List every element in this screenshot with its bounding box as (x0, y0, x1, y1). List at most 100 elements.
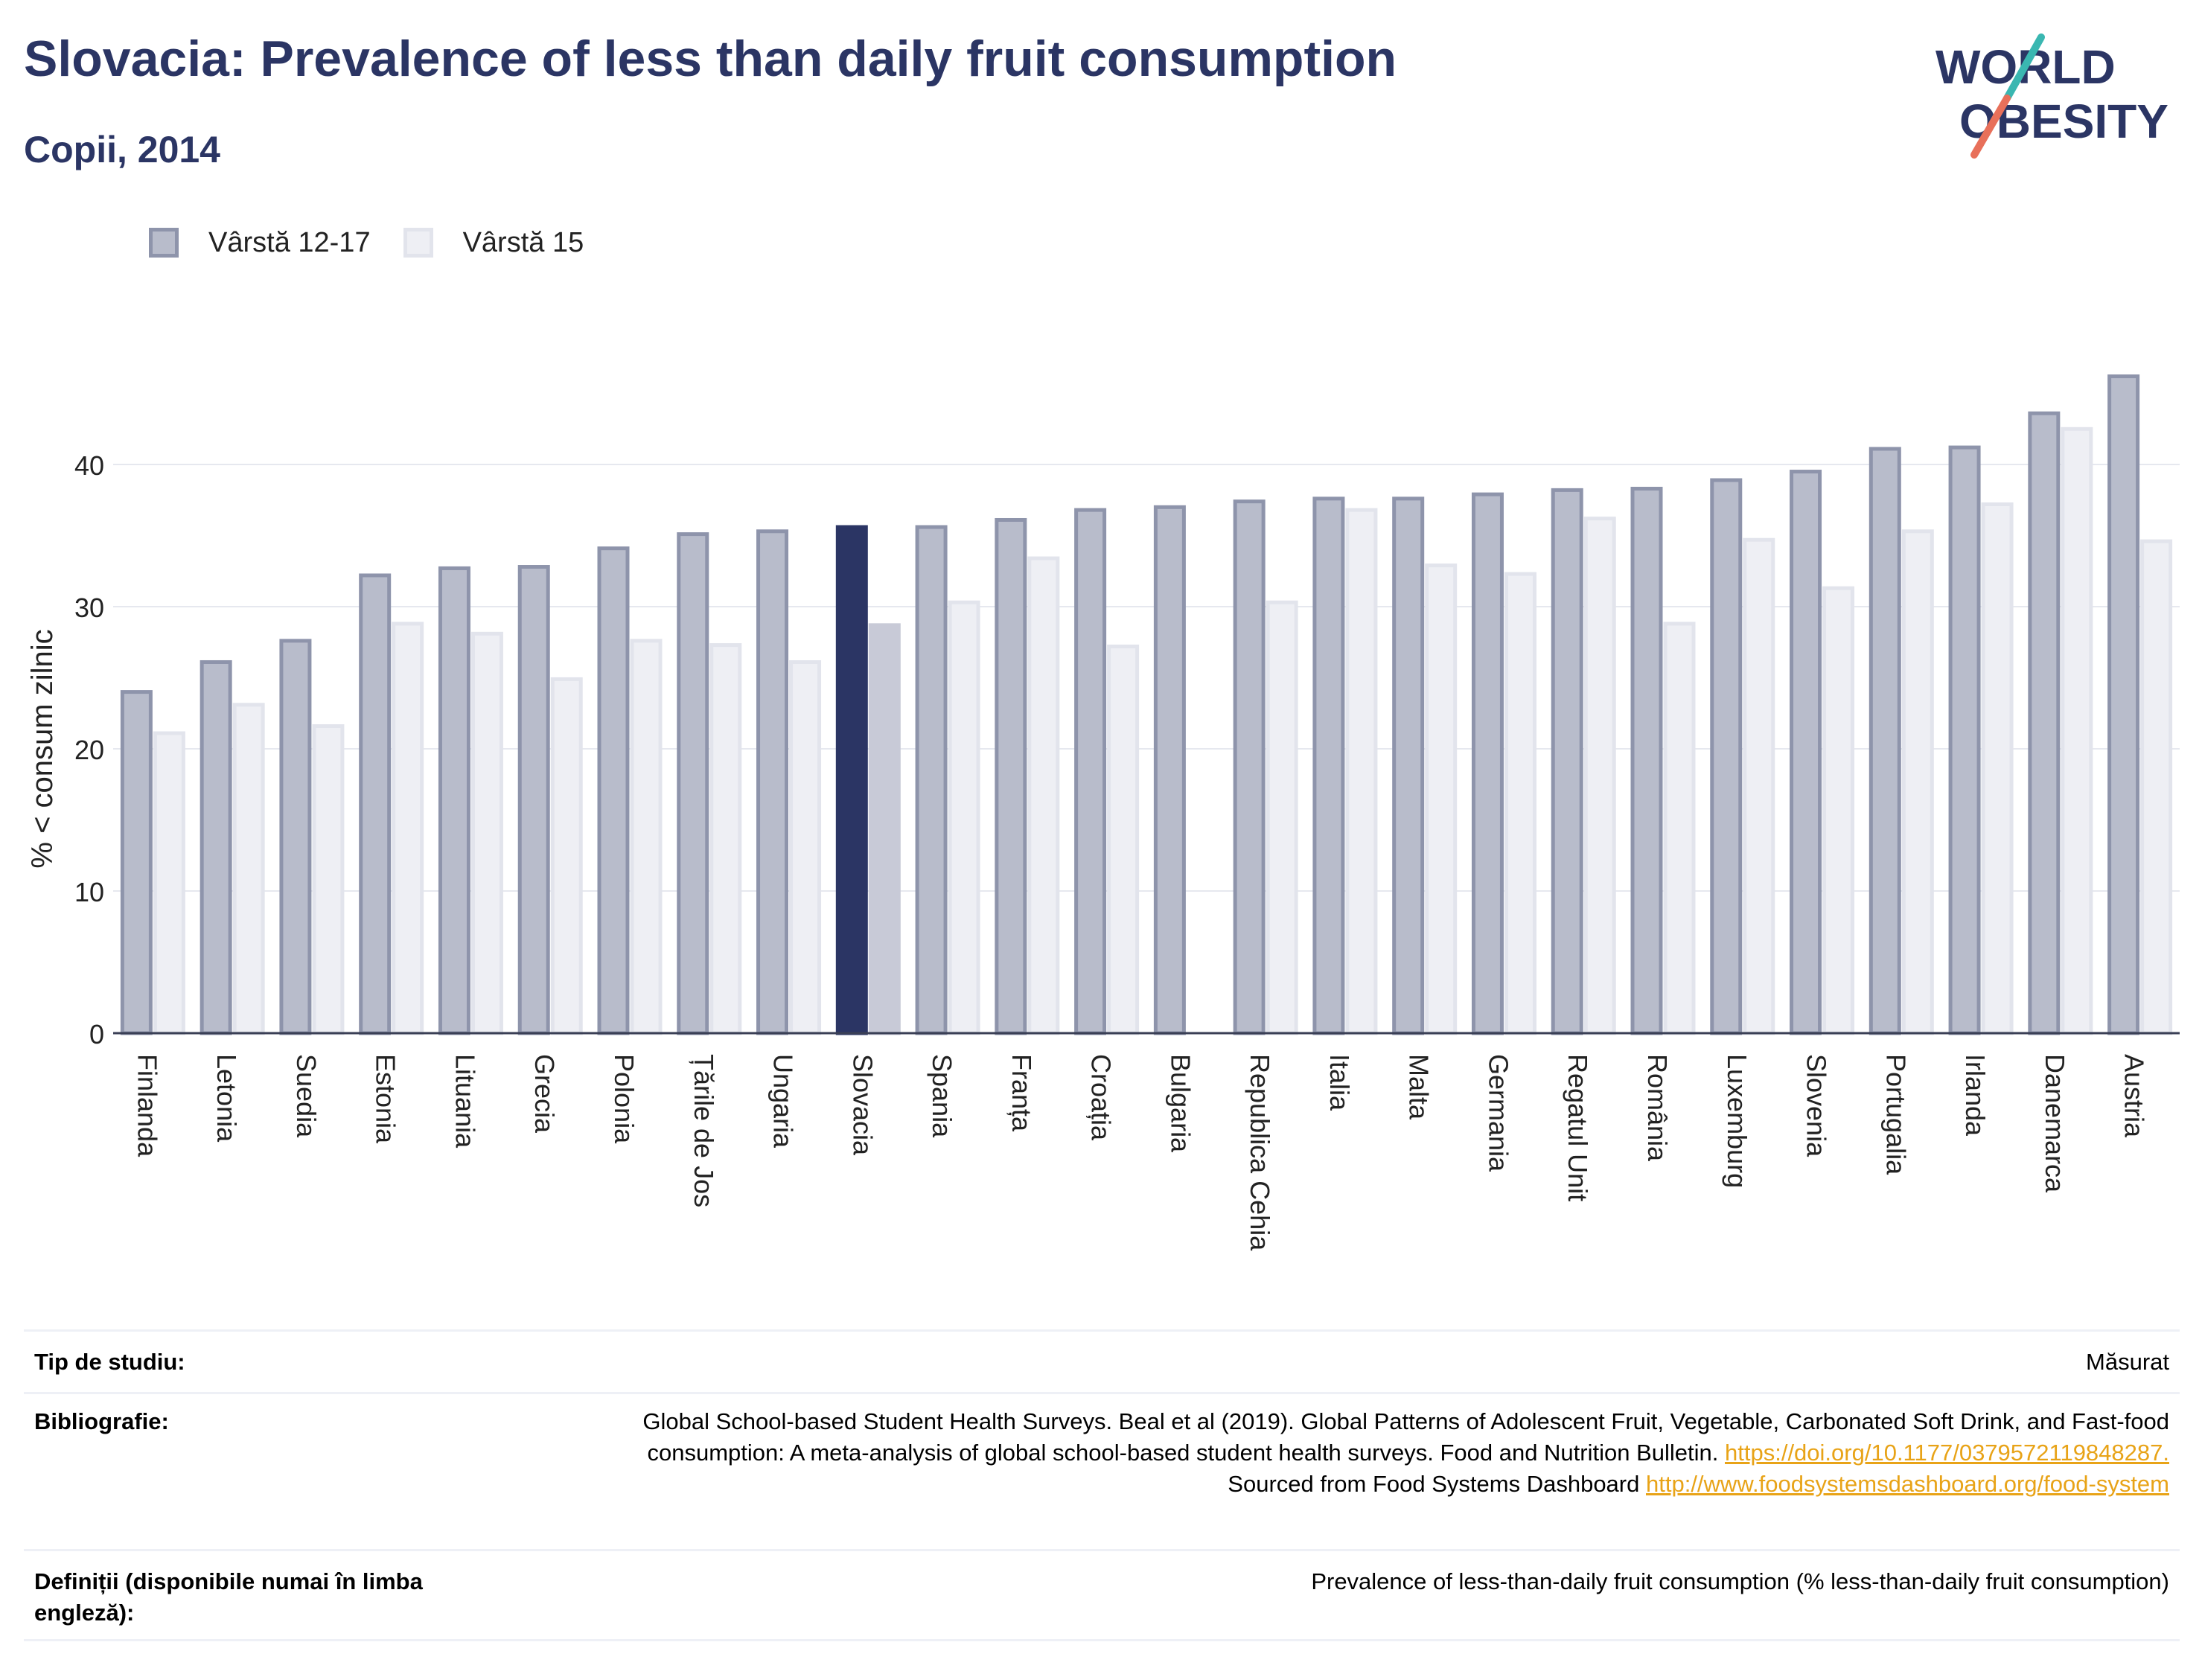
bar-series2 (232, 703, 265, 1035)
x-tick-label: Luxemburg (1722, 1054, 1752, 1188)
bar-series2 (153, 731, 185, 1035)
y-tick-label: 10 (74, 877, 104, 907)
bar-series2 (1743, 537, 1775, 1035)
x-tick-label: Estonia (371, 1054, 401, 1144)
bar-series2 (1504, 572, 1536, 1035)
bar-series2 (2140, 539, 2173, 1035)
y-tick-label: 20 (74, 735, 104, 765)
info-table: Tip de studiu: Măsurat Bibliografie: Glo… (24, 1329, 2180, 1641)
bar-series1 (995, 517, 1027, 1035)
bar-series2 (709, 643, 742, 1035)
bar-series1 (1868, 447, 1901, 1035)
bar-series2 (470, 631, 503, 1035)
bar-series2 (1027, 556, 1060, 1035)
bar-series1 (359, 573, 392, 1035)
bar-series1 (756, 529, 789, 1035)
bar-series1 (1233, 499, 1266, 1035)
bar-series2 (1425, 563, 1458, 1035)
bar-series2 (1981, 502, 2014, 1035)
bar-series1 (2107, 374, 2140, 1035)
study-type-label: Tip de studiu: (34, 1349, 185, 1375)
x-tick-label: Malta (1404, 1054, 1435, 1120)
bar-series1 (1153, 505, 1186, 1035)
bar-series1 (120, 690, 153, 1035)
bar-series1 (835, 525, 868, 1035)
info-row-study-type: Tip de studiu: Măsurat (24, 1329, 2180, 1392)
bar-series1 (1551, 488, 1583, 1035)
bibliography-text1: Global School-based Student Health Surve… (642, 1408, 2169, 1466)
bar-series1 (279, 639, 312, 1035)
x-tick-label: Finlanda (132, 1054, 162, 1157)
bar-series2 (789, 659, 822, 1035)
x-tick-label: Republica Cehia (1245, 1054, 1275, 1251)
bar-series2 (1583, 517, 1616, 1035)
x-tick-label: Slovenia (1802, 1054, 1832, 1157)
legend-label-series1: Vârstă 12-17 (208, 226, 371, 258)
x-tick-label: Portugalia (1880, 1054, 1911, 1175)
bar-series1 (1790, 470, 1822, 1035)
x-tick-label: Germania (1483, 1054, 1513, 1172)
bar-series2 (2061, 427, 2093, 1035)
x-tick-label: Austria (2119, 1054, 2150, 1138)
x-tick-label: Suedia (291, 1054, 322, 1138)
bar-series2 (1822, 586, 1855, 1035)
bar-series2 (1266, 600, 1298, 1035)
x-tick-label: Irlanda (1960, 1054, 1991, 1137)
x-tick-label: Slovacia (847, 1054, 878, 1156)
bar-series2 (948, 600, 980, 1035)
bar-series1 (915, 525, 948, 1035)
chart-legend: Vârstă 12-17 Vârstă 15 (149, 220, 616, 265)
definitions-value: Prevalence of less-than-daily fruit cons… (1311, 1568, 2169, 1594)
bar-series1 (597, 546, 630, 1035)
bar-chart: 0 10 20 30 40 % < consum zilnic Finlanda Letoni… (26, 374, 2180, 1251)
bibliography-label: Bibliografie: (34, 1408, 169, 1434)
x-tick-label: Polonia (609, 1054, 639, 1144)
bar-series2 (1107, 644, 1140, 1035)
world-obesity-logo: WORLD OBESITY (1935, 33, 2169, 159)
bar-series2 (550, 677, 583, 1035)
bar-series1 (438, 566, 470, 1035)
logo-slash-coral (1970, 95, 2011, 159)
bar-series1 (200, 659, 232, 1035)
bar-series2 (1345, 508, 1378, 1035)
bar-series2 (630, 639, 663, 1035)
legend-swatch-series1 (149, 228, 179, 258)
bar-series1 (1630, 486, 1663, 1035)
x-tick-label: Ungaria (768, 1054, 799, 1149)
bar-series1 (1312, 496, 1345, 1035)
x-tick-label: Regatul Unit (1563, 1054, 1593, 1201)
bar-series1 (677, 532, 709, 1035)
y-tick-label: 30 (74, 593, 104, 623)
x-tick-label: Franța (1006, 1054, 1037, 1132)
legend-item-series2[interactable]: Vârstă 15 (403, 227, 584, 259)
page-subtitle: Copii, 2014 (24, 129, 220, 170)
bar-series2 (392, 622, 424, 1035)
bibliography-link-doi[interactable]: https://doi.org/10.1177/0379572119848287… (1725, 1440, 2169, 1466)
bar-series1 (1710, 478, 1743, 1035)
bar-series1 (1948, 445, 1981, 1035)
bar-series1 (2028, 411, 2061, 1035)
definitions-label: Definiții (disponibile numai în limba en… (34, 1568, 423, 1626)
y-tick-label: 0 (89, 1019, 104, 1050)
page-title: Slovacia: Prevalence of less than daily … (24, 31, 1397, 87)
bar-series1 (517, 565, 550, 1035)
x-tick-label: Spania (927, 1054, 957, 1138)
bar-series2 (312, 724, 345, 1035)
bar-series2 (1901, 529, 1934, 1035)
x-tick-label: Danemarca (2040, 1054, 2070, 1193)
bar-series1 (1392, 496, 1425, 1035)
x-tick-label: Croația (1086, 1054, 1117, 1141)
x-tick-label: Lituania (450, 1054, 480, 1149)
info-row-definitions: Definiții (disponibile numai în limba en… (24, 1549, 2180, 1641)
y-tick-label: 40 (74, 450, 104, 481)
logo-slash-teal (2003, 33, 2045, 102)
bibliography-value: Global School-based Student Health Surve… (569, 1406, 2180, 1549)
bar-series1 (1471, 492, 1504, 1035)
x-tick-label: Italia (1324, 1054, 1355, 1111)
bar-series2 (868, 623, 901, 1035)
bibliography-text2: Sourced from Food Systems Dashboard (1228, 1471, 1640, 1497)
legend-label-series2: Vârstă 15 (462, 226, 584, 258)
legend-item-series1[interactable]: Vârstă 12-17 (149, 227, 371, 259)
bibliography-link-dashboard[interactable]: http://www.foodsystemsdashboard.org/food… (1646, 1471, 2169, 1497)
bar-series1 (1074, 508, 1107, 1035)
